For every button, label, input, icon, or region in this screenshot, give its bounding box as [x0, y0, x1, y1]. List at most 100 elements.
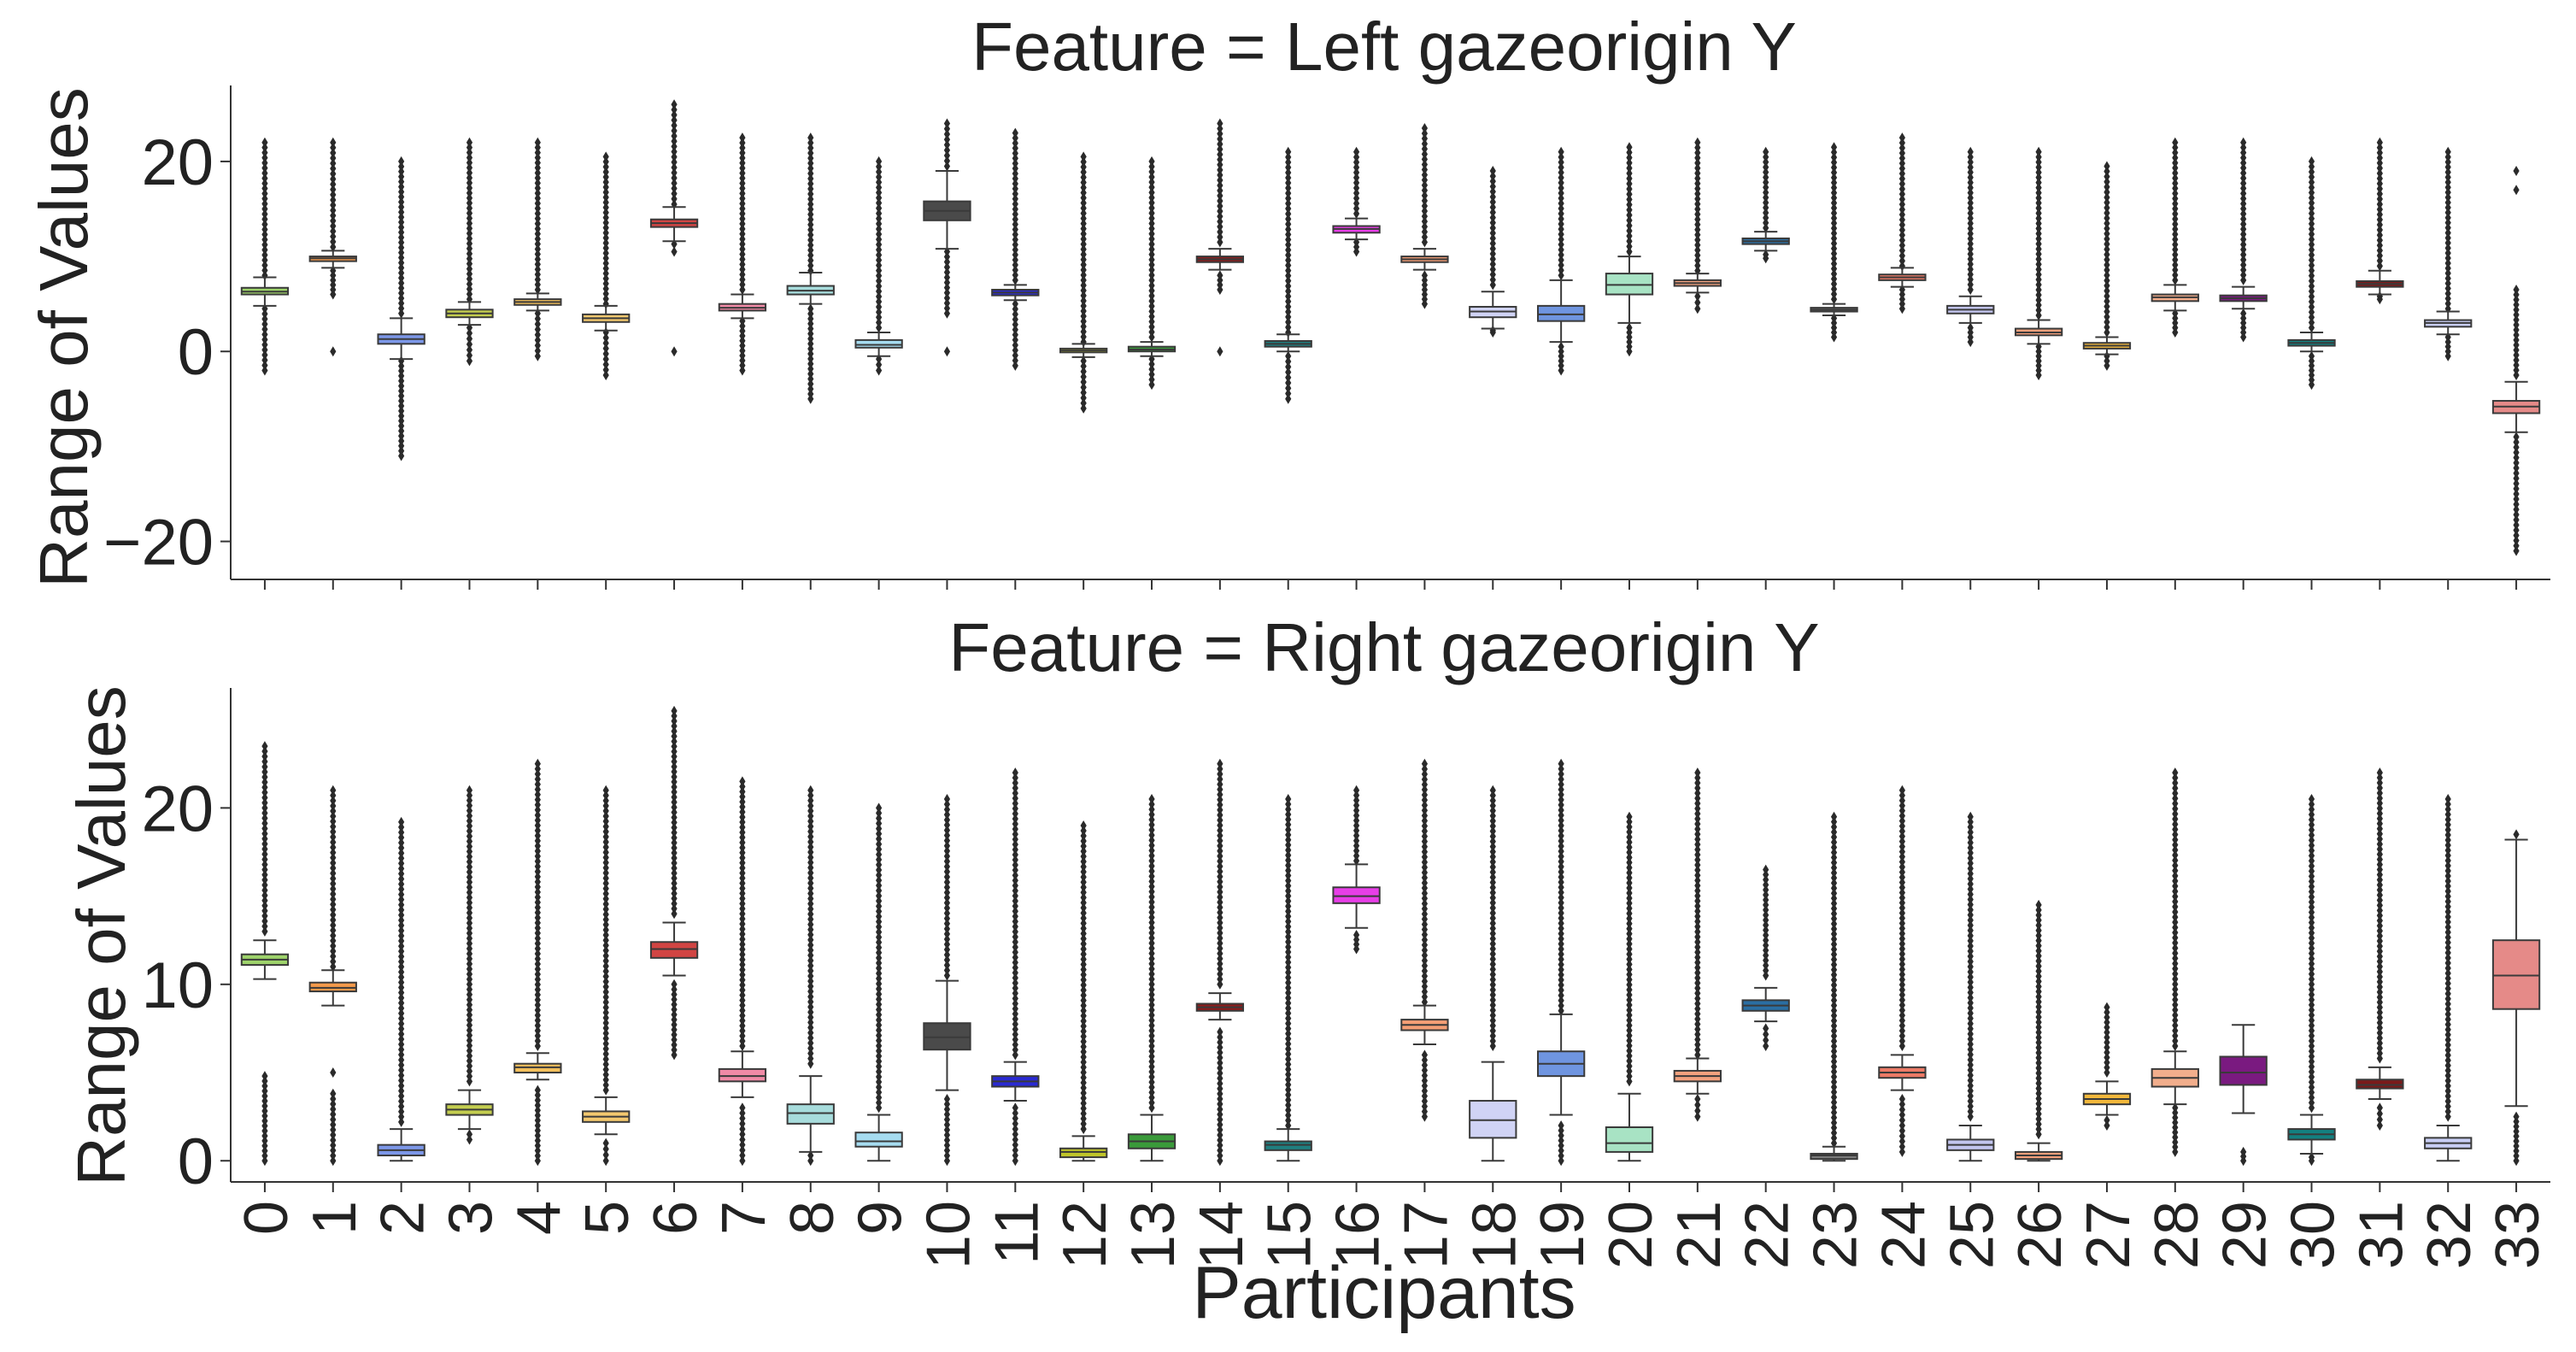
- outlier-point: [1967, 842, 1974, 853]
- outlier-point: [534, 989, 541, 1000]
- outlier-point: [876, 984, 883, 995]
- outlier-point: [1012, 274, 1018, 285]
- outlier-point: [1148, 269, 1155, 280]
- outlier-point: [1080, 366, 1087, 377]
- outlier-point: [2513, 488, 2520, 499]
- outlier-point: [330, 862, 337, 873]
- outlier-point: [943, 877, 951, 888]
- outlier-point: [876, 979, 883, 990]
- outlier-point: [943, 1155, 951, 1167]
- outlier-point: [1012, 1108, 1018, 1119]
- outlier-point: [602, 847, 609, 858]
- outlier-point: [2308, 275, 2315, 286]
- outlier-point: [330, 226, 337, 237]
- x-tick-label: 25: [1938, 1201, 2006, 1269]
- outlier-point: [1558, 203, 1564, 215]
- outlier-point: [1148, 1014, 1155, 1026]
- outlier-point: [1285, 265, 1292, 276]
- outlier-point: [1558, 779, 1564, 790]
- outlier-point: [943, 918, 951, 929]
- outlier-point: [1148, 1102, 1155, 1114]
- outlier-point: [1489, 274, 1496, 285]
- outlier-point: [602, 971, 609, 982]
- outlier-point: [1626, 179, 1633, 190]
- outlier-point: [261, 329, 268, 340]
- outlier-point: [1080, 228, 1087, 239]
- outlier-point: [398, 899, 405, 910]
- outlier-point: [1148, 948, 1155, 959]
- outlier-point: [1012, 957, 1018, 968]
- outlier-point: [1489, 279, 1496, 291]
- outlier-point: [943, 262, 951, 273]
- outlier-point: [1967, 284, 1974, 295]
- outlier-point: [943, 933, 951, 944]
- outlier-point: [1080, 949, 1087, 960]
- outlier-point: [1694, 1008, 1701, 1020]
- outlier-point: [2172, 885, 2179, 896]
- outlier-point: [876, 156, 883, 167]
- outlier-point: [1558, 851, 1564, 862]
- outlier-point: [943, 850, 951, 861]
- outlier-point: [330, 200, 337, 211]
- outlier-point: [398, 853, 405, 864]
- outlier-point: [602, 940, 609, 951]
- outlier-point: [2513, 185, 2520, 196]
- outlier-point: [1694, 844, 1701, 855]
- outlier-point: [1353, 855, 1360, 867]
- outlier-point: [2308, 1056, 2315, 1067]
- outlier-point: [1421, 800, 1429, 811]
- outlier-point: [1012, 962, 1018, 973]
- outlier-point: [2308, 820, 2315, 831]
- box-group: [240, 705, 2541, 1167]
- outlier-point: [1012, 814, 1018, 825]
- x-tick-label: 13: [1119, 1201, 1188, 1269]
- outlier-point: [1285, 234, 1292, 245]
- outlier-point: [1967, 956, 1974, 967]
- outlier-point: [261, 339, 268, 350]
- outlier-point: [1148, 321, 1155, 332]
- outlier-point: [330, 231, 337, 242]
- outlier-point: [807, 949, 814, 961]
- outlier-point: [1148, 943, 1155, 954]
- outlier-point: [261, 915, 268, 926]
- outlier-point: [1217, 1067, 1223, 1079]
- outlier-point: [1694, 808, 1701, 820]
- outlier-point: [1148, 876, 1155, 887]
- outlier-point: [1012, 926, 1018, 938]
- outlier-point: [876, 203, 883, 214]
- outlier-point: [2308, 866, 2315, 877]
- outlier-point: [1080, 1061, 1087, 1073]
- outlier-point: [1694, 860, 1701, 871]
- outlier-point: [1080, 1026, 1087, 1037]
- outlier-point: [1763, 970, 1769, 981]
- outlier-point: [1285, 229, 1292, 240]
- outlier-point: [261, 355, 268, 366]
- outlier-point: [1217, 804, 1223, 815]
- outlier-point: [1967, 1085, 1974, 1096]
- outlier-point: [398, 1055, 405, 1066]
- outlier-point: [1012, 880, 1018, 891]
- outlier-point: [1967, 1090, 1974, 1102]
- outlier-point: [1558, 831, 1564, 842]
- outlier-point: [2308, 922, 2315, 933]
- outlier-point: [876, 291, 883, 302]
- outlier-point: [1080, 223, 1087, 234]
- outlier-point: [1148, 994, 1155, 1005]
- outlier-point: [1353, 177, 1360, 188]
- outlier-point: [1080, 305, 1087, 316]
- outlier-point: [943, 1109, 951, 1120]
- outlier-point: [1421, 878, 1429, 889]
- outlier-point: [330, 1155, 337, 1167]
- outlier-point: [261, 838, 268, 849]
- outlier-point: [1898, 1093, 1905, 1104]
- outlier-point: [1694, 885, 1701, 896]
- iqr-box: [1059, 1147, 1108, 1159]
- outlier-point: [2104, 228, 2110, 239]
- outlier-point: [1080, 1020, 1087, 1032]
- outlier-point: [330, 236, 337, 247]
- iqr-box: [1810, 1152, 1858, 1161]
- outlier-point: [602, 991, 609, 1002]
- box-participant-18: [1469, 785, 1517, 1162]
- outlier-point: [1012, 798, 1018, 809]
- y-tick-label: −20: [103, 507, 214, 579]
